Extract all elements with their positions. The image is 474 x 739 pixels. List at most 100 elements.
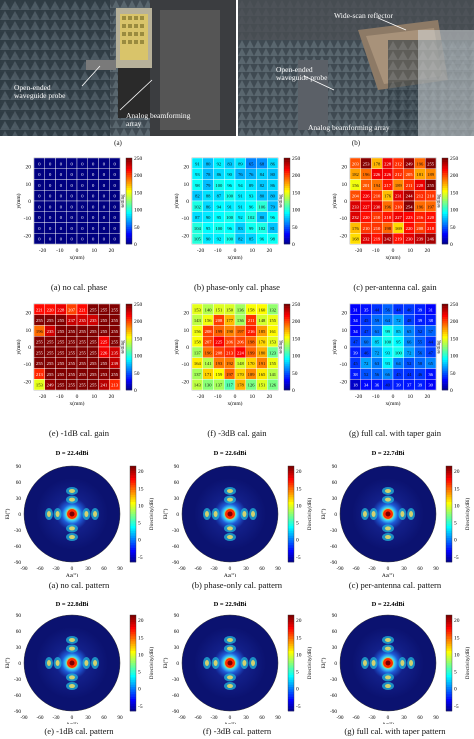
colorbar-segment — [284, 207, 290, 210]
heatmap-cell-label: 235 — [111, 350, 119, 355]
heatmap-caption-e: (e) -1dB cal. gain — [48, 428, 110, 438]
heatmap-cell-label: 0 — [92, 194, 95, 199]
heatmap-cell-label: 182 — [352, 172, 360, 177]
heatmap-cell-label: 0 — [103, 204, 106, 209]
pattern-sidelobe-core — [227, 646, 233, 651]
colorbar-segment — [442, 228, 448, 232]
heatmap-cell-label: 63 — [375, 361, 380, 366]
colorbar-segment — [288, 684, 294, 688]
colorbar-segment — [126, 385, 132, 389]
heatmap-cell-label: 106 — [258, 204, 266, 209]
pattern-sidelobe-core — [227, 684, 233, 689]
heatmap-cell-label: 58 — [418, 361, 423, 366]
heatmap-cell-label: 226 — [100, 350, 108, 355]
heatmap-cell-label: 237 — [68, 318, 76, 323]
pattern-sidelobe-core — [385, 684, 391, 689]
colorbar-segment — [288, 675, 294, 678]
colorbar-tick: 150 — [134, 336, 143, 342]
colorbar-segment — [284, 368, 290, 371]
heatmap-cell-label: 227 — [395, 215, 403, 220]
colorbar-segment — [130, 487, 136, 491]
heatmap-cell-label: 255 — [47, 361, 55, 366]
heatmap-cell-label: 0 — [70, 194, 73, 199]
colorbar-segment — [442, 319, 448, 322]
colorbar-segment — [442, 351, 448, 354]
colorbar-segment — [442, 231, 448, 234]
heatmap-cell-label: 47 — [353, 340, 358, 345]
colorbar-segment — [288, 497, 294, 500]
colorbar-segment — [284, 241, 290, 245]
colorbar-segment — [288, 542, 294, 546]
colorbar-segment — [130, 701, 136, 705]
colorbar-segment — [446, 615, 452, 618]
colorbar-segment — [130, 689, 136, 693]
pattern-peak-core — [69, 660, 75, 666]
heatmap-cell-label: 189 — [248, 372, 256, 377]
colorbar-segment — [446, 631, 452, 635]
pattern-y-tick: -60 — [14, 693, 21, 699]
colorbar-label: Directivity(dBi) — [466, 647, 471, 680]
colorbar-tick: 100 — [134, 208, 143, 214]
pattern-y-label: El(°) — [162, 657, 169, 668]
heatmap-cell-label: 89 — [238, 161, 243, 166]
colorbar-segment — [284, 183, 290, 187]
colorbar-segment — [126, 181, 132, 185]
pattern-x-tick: 30 — [85, 566, 91, 572]
heatmap-cell-label: 221 — [79, 307, 87, 312]
colorbar-segment — [288, 677, 294, 681]
colorbar-segment — [288, 622, 294, 625]
pattern-sidelobe-core — [93, 511, 98, 517]
heatmap-cell-label: 56 — [418, 350, 423, 355]
heatmap-cell-label: 153 — [36, 383, 44, 388]
colorbar-segment — [126, 334, 132, 337]
colorbar-segment — [442, 364, 448, 367]
heatmap-cell-label: 226 — [363, 194, 371, 199]
colorbar-tick: 0 — [454, 687, 457, 693]
colorbar-segment — [442, 374, 448, 378]
colorbar-segment — [288, 494, 294, 498]
heatmap-cell-label: 220 — [47, 307, 55, 312]
heatmap-cell-label: 255 — [36, 318, 44, 323]
pattern-y-tick: 30 — [16, 645, 22, 651]
colorbar-segment — [442, 312, 448, 316]
heatmap-cell-label: 93 — [385, 350, 390, 355]
heatmap-cell-label: 255 — [90, 340, 98, 345]
pattern-y-tick: -90 — [14, 560, 21, 566]
heatmap-cell-label: 102 — [258, 226, 266, 231]
heatmap-cell-label: 219 — [395, 237, 403, 242]
heatmap-cell-label: 233 — [352, 204, 360, 209]
heatmap-cell-label: 208 — [205, 329, 213, 334]
heatmap-cell-label: 178 — [237, 383, 245, 388]
colorbar-segment — [442, 340, 448, 343]
heatmap-cell-label: 0 — [70, 237, 73, 242]
heatmap-cell-label: 0 — [49, 204, 52, 209]
colorbar-segment — [284, 355, 290, 359]
colorbar-segment — [130, 658, 136, 661]
colorbar-segment — [284, 233, 290, 236]
colorbar-segment — [442, 349, 448, 352]
heatmap-cell — [425, 233, 437, 245]
pattern-x-tick: -30 — [368, 715, 375, 721]
colorbar-segment — [126, 198, 132, 202]
colorbar-frame — [125, 157, 133, 245]
heatmap-a: 0 0 0 0 0 0 0 0 0 0 0 0 0 0 0 0 0 0 0 0 0 0 0 0 0 0 0 0 0 0 0 0 0 0 0 0 0 0 0 0… — [15, 156, 143, 261]
colorbar-tick: 50 — [134, 225, 140, 231]
colorbar-segment — [442, 166, 448, 170]
pattern-sidelobe-core — [362, 660, 367, 666]
pattern-sidelobe-core — [409, 660, 414, 666]
heatmap-y-tick: 20 — [26, 311, 32, 317]
heatmap-cell-label: 81 — [270, 226, 275, 231]
heatmap-cell-label: 93 — [195, 172, 200, 177]
colorbar-tick: 250 — [134, 302, 143, 308]
colorbar-segment — [284, 306, 290, 309]
colorbar-segment — [126, 353, 132, 356]
pattern-caption-e: (e) -1dB cal. pattern — [44, 726, 114, 736]
heatmap-cell-label: 205 — [406, 172, 414, 177]
heatmap-x-tick: -20 — [39, 394, 47, 400]
colorbar-segment — [130, 514, 136, 517]
pattern-x-tick: -60 — [36, 715, 43, 721]
heatmap-cell-label: 153 — [269, 340, 277, 345]
heatmap-cell-label: 0 — [38, 194, 41, 199]
colorbar-segment — [442, 357, 448, 361]
pattern-y-label: El(°) — [320, 508, 327, 519]
